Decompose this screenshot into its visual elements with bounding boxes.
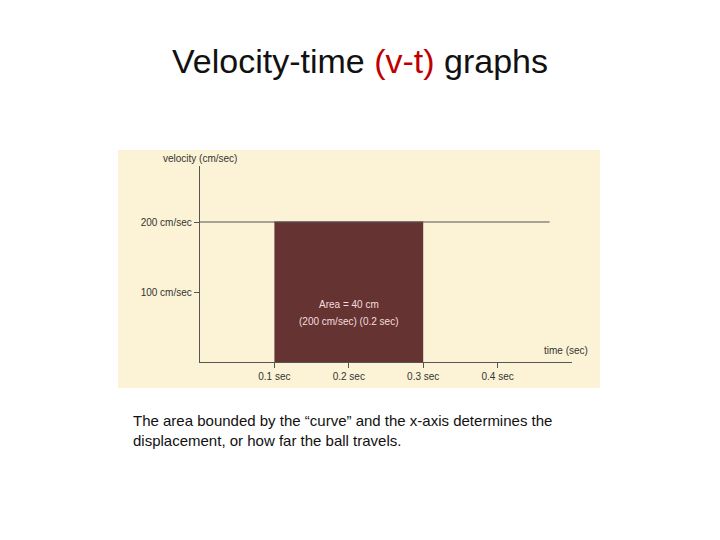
- html-text:Velocity-time (v-t) graphs: Velocity-time (v-t) graphs: [172, 42, 548, 80]
- svg-text:100 cm/sec: 100 cm/sec: [141, 287, 192, 298]
- svg-text:0.2 sec: 0.2 sec: [333, 371, 365, 382]
- svg-text:200 cm/sec: 200 cm/sec: [141, 217, 192, 228]
- html-text:The area bounded by the “curve: The area bounded by the “curve” and the …: [133, 412, 553, 449]
- svg-text:velocity (cm/sec): velocity (cm/sec): [163, 153, 237, 164]
- svg-text:Area = 40 cm: Area = 40 cm: [319, 299, 379, 310]
- svg-text:(200 cm/sec) (0.2 sec): (200 cm/sec) (0.2 sec): [299, 316, 398, 327]
- svg-text:time (sec): time (sec): [544, 345, 588, 356]
- svg-text:0.4 sec: 0.4 sec: [481, 371, 513, 382]
- svg-text:0.3 sec: 0.3 sec: [407, 371, 439, 382]
- svg-text:0.1 sec: 0.1 sec: [258, 371, 290, 382]
